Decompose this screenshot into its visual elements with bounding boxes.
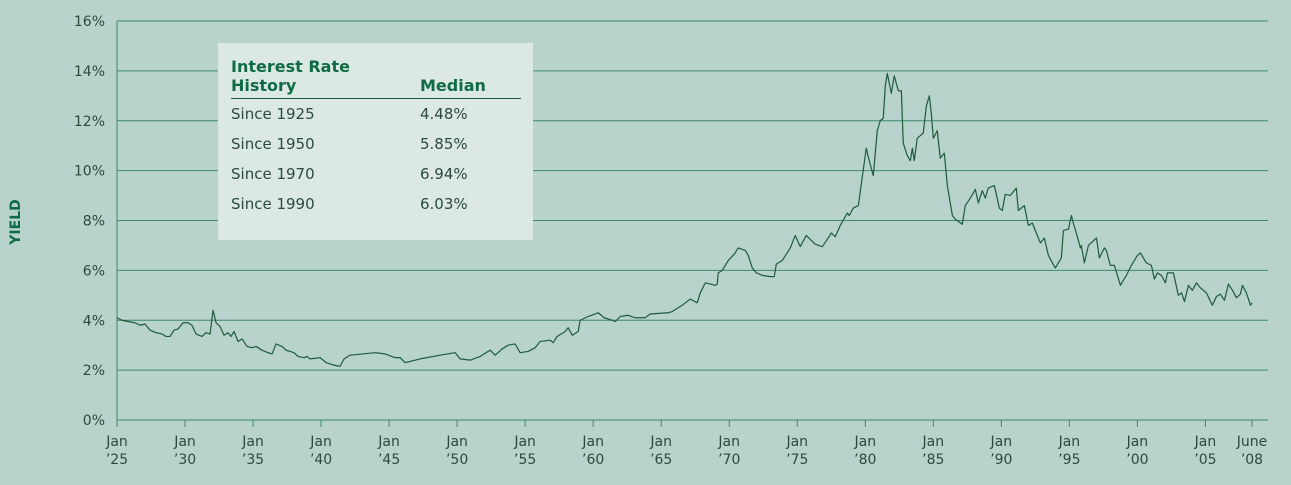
table-cell: 6.03% bbox=[420, 195, 468, 213]
x-tick-label: Jan ’65 bbox=[649, 434, 672, 468]
table-title: Interest Rate History bbox=[231, 57, 350, 95]
y-tick-label: 2% bbox=[83, 363, 105, 379]
x-tick-label: Jan ’80 bbox=[853, 434, 876, 468]
table-row: Since 1990 6.03% bbox=[231, 189, 521, 219]
y-tick-label: 14% bbox=[74, 64, 105, 80]
x-tick-label: Jan ’75 bbox=[785, 434, 808, 468]
x-tick-label: Jan ’85 bbox=[922, 434, 945, 468]
x-tick-label: Jan ’60 bbox=[581, 434, 604, 468]
y-tick-label: 8% bbox=[83, 214, 105, 230]
x-tick-label: Jan ’70 bbox=[717, 434, 740, 468]
table-cell: 6.94% bbox=[420, 165, 468, 183]
x-tick-label: Jan ’55 bbox=[513, 434, 536, 468]
table-cell: Since 1950 bbox=[231, 135, 315, 153]
median-table: Interest Rate History Median Since 1925 4… bbox=[218, 43, 533, 240]
x-tick-label: Jan ’50 bbox=[445, 434, 468, 468]
x-tick-label: Jan ’35 bbox=[241, 434, 264, 468]
x-tick-label: Jan ’05 bbox=[1194, 434, 1217, 468]
table-body: Since 1925 4.48% Since 1950 5.85% Since 1970… bbox=[231, 99, 521, 219]
yield-line bbox=[116, 72, 1253, 367]
x-tick-label: Jan ’45 bbox=[377, 434, 400, 468]
x-tick-label: Jan ’30 bbox=[173, 434, 196, 468]
table-row: Since 1950 5.85% bbox=[231, 129, 521, 159]
x-tick-label: Jan ’40 bbox=[309, 434, 332, 468]
x-tick-label: Jan ’25 bbox=[105, 434, 128, 468]
table-header: Interest Rate History Median bbox=[231, 57, 521, 99]
table-row: Since 1970 6.94% bbox=[231, 159, 521, 189]
y-axis-label: YIELD bbox=[8, 199, 24, 245]
table-cell: 4.48% bbox=[420, 105, 468, 123]
y-tick-label: 6% bbox=[83, 263, 105, 279]
table-cell: 5.85% bbox=[420, 135, 468, 153]
y-tick-label: 16% bbox=[74, 14, 105, 30]
table-cell: Since 1990 bbox=[231, 195, 315, 213]
x-tick-label: June ’08 bbox=[1236, 434, 1268, 468]
table-cell: Since 1925 bbox=[231, 105, 315, 123]
x-tick-label: Jan ’00 bbox=[1126, 434, 1149, 468]
y-tick-label: 0% bbox=[83, 413, 105, 429]
y-tick-label: 12% bbox=[74, 114, 105, 130]
table-row: Since 1925 4.48% bbox=[231, 99, 521, 129]
x-tick-label: Jan ’95 bbox=[1058, 434, 1081, 468]
x-tick-label: Jan ’90 bbox=[990, 434, 1013, 468]
table-cell: Since 1970 bbox=[231, 165, 315, 183]
table-col-header: Median bbox=[420, 76, 486, 95]
y-tick-label: 4% bbox=[83, 313, 105, 329]
y-tick-label: 10% bbox=[74, 164, 105, 180]
